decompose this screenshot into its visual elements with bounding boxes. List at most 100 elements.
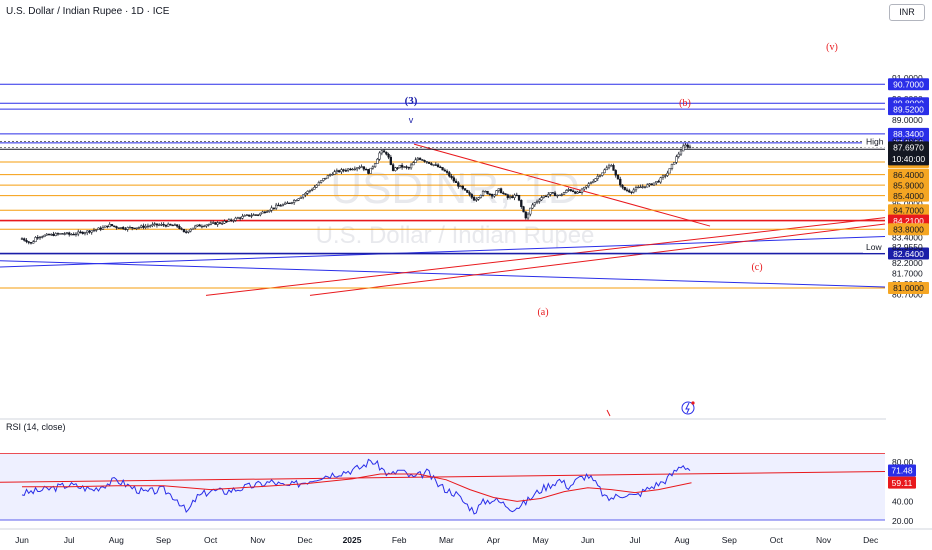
candle-body [250, 215, 253, 217]
lightning-icon[interactable] [681, 401, 695, 415]
rsi-ma-badge[interactable] [888, 476, 916, 489]
candle-body [160, 224, 163, 226]
candle-body [301, 194, 305, 198]
candle-body [403, 166, 406, 168]
candle-body [344, 170, 348, 172]
level-price-badge[interactable] [888, 247, 929, 260]
candle-body [326, 175, 330, 179]
candle-body [32, 241, 35, 244]
symbol-title[interactable]: U.S. Dollar / Indian Rupee · 1D · ICE [6, 6, 170, 17]
last-price-badge[interactable] [888, 141, 929, 166]
candle-body [272, 207, 276, 209]
candle-body [101, 227, 105, 230]
level-price-label: 90.7000 [893, 80, 924, 90]
trend-line[interactable] [0, 260, 886, 288]
level-price-label: 84.7000 [893, 206, 924, 216]
candle-body [128, 227, 132, 229]
candle-body [472, 197, 476, 201]
level-price-badge[interactable] [888, 103, 929, 116]
time-tick-label: Mar [439, 535, 454, 545]
rsi-tick-label: 40.00 [892, 496, 914, 506]
candle-body [639, 186, 642, 189]
candle-body [322, 178, 325, 181]
candle-body [342, 169, 345, 171]
candle-body [567, 189, 570, 191]
level-price-label: 82.6400 [893, 249, 924, 259]
time-axis[interactable]: Jun Jul Aug Sep Oct Nov Dec 2025 Feb Mar Apr May Jun… [0, 528, 932, 545]
rsi-value-badge[interactable] [888, 464, 916, 477]
candle-body [171, 224, 174, 227]
candle-body [158, 224, 161, 226]
candle-body [79, 231, 82, 233]
candle-body [90, 230, 93, 233]
candle-body [495, 190, 498, 196]
candle-body [580, 188, 584, 193]
candle-body [81, 231, 84, 234]
candle-body [119, 227, 123, 229]
candle-body [459, 185, 462, 188]
trend-line[interactable] [0, 236, 886, 268]
level-price-badge[interactable] [888, 127, 929, 140]
low-label: Low [866, 242, 882, 252]
candle-body [477, 197, 480, 200]
candle-body [475, 198, 478, 201]
candle-body [549, 192, 552, 195]
candle-body [306, 190, 309, 194]
candle-body [162, 224, 165, 226]
level-price-badge[interactable] [888, 223, 929, 236]
candle-body [27, 241, 30, 243]
level-price-badge[interactable] [888, 179, 929, 192]
candle-body [283, 202, 287, 205]
candle-body [569, 189, 572, 192]
candle-body [430, 163, 433, 165]
candle-body [196, 224, 199, 227]
level-price-badge[interactable] [888, 168, 929, 181]
candle-body [110, 224, 114, 227]
level-price-badge[interactable] [888, 78, 929, 91]
candle-body [65, 232, 69, 234]
candle-body [185, 231, 188, 233]
drawn-trend-lines[interactable] [0, 143, 886, 417]
candle-body [290, 202, 294, 204]
price-axis[interactable]: 91.000090.000089.000087.980086.900085.00… [862, 0, 932, 550]
candle-body [441, 167, 444, 171]
candle-body [340, 169, 343, 173]
candle-body [538, 199, 541, 202]
candle-body [457, 182, 460, 187]
candle-body [502, 192, 505, 194]
candle-body [324, 177, 327, 180]
candle-body [176, 224, 179, 227]
candle-body [216, 222, 219, 225]
candle-body [54, 233, 57, 236]
rsi-line [21, 458, 691, 515]
candle-body [364, 168, 368, 171]
candle-body [310, 189, 314, 191]
price-candles [20, 143, 692, 245]
candle-body [493, 194, 496, 197]
candle-body [560, 194, 563, 196]
rsi-indicator-title[interactable]: RSI (14, close) [6, 422, 66, 432]
currency-button[interactable]: INR [889, 4, 925, 21]
candle-body [86, 230, 89, 233]
trend-line[interactable] [205, 217, 886, 296]
candle-body [77, 231, 80, 235]
candle-body [337, 170, 341, 173]
candle-body [643, 186, 647, 188]
candle-body [360, 166, 363, 168]
level-price-badge[interactable] [888, 282, 929, 294]
candle-body [83, 232, 87, 234]
candle-body [209, 222, 213, 225]
candle-body [583, 186, 586, 190]
candle-body [641, 186, 644, 188]
candle-body [299, 196, 303, 199]
time-tick-label: Apr [487, 535, 500, 545]
candle-body [288, 202, 291, 204]
level-price-badge[interactable] [888, 189, 929, 202]
trend-line[interactable] [309, 223, 886, 296]
level-price-badge[interactable] [888, 204, 929, 217]
candle-body [232, 220, 235, 222]
candle-body [646, 184, 649, 188]
wave-label: (v) [826, 42, 838, 53]
horizontal-levels[interactable] [0, 83, 885, 289]
